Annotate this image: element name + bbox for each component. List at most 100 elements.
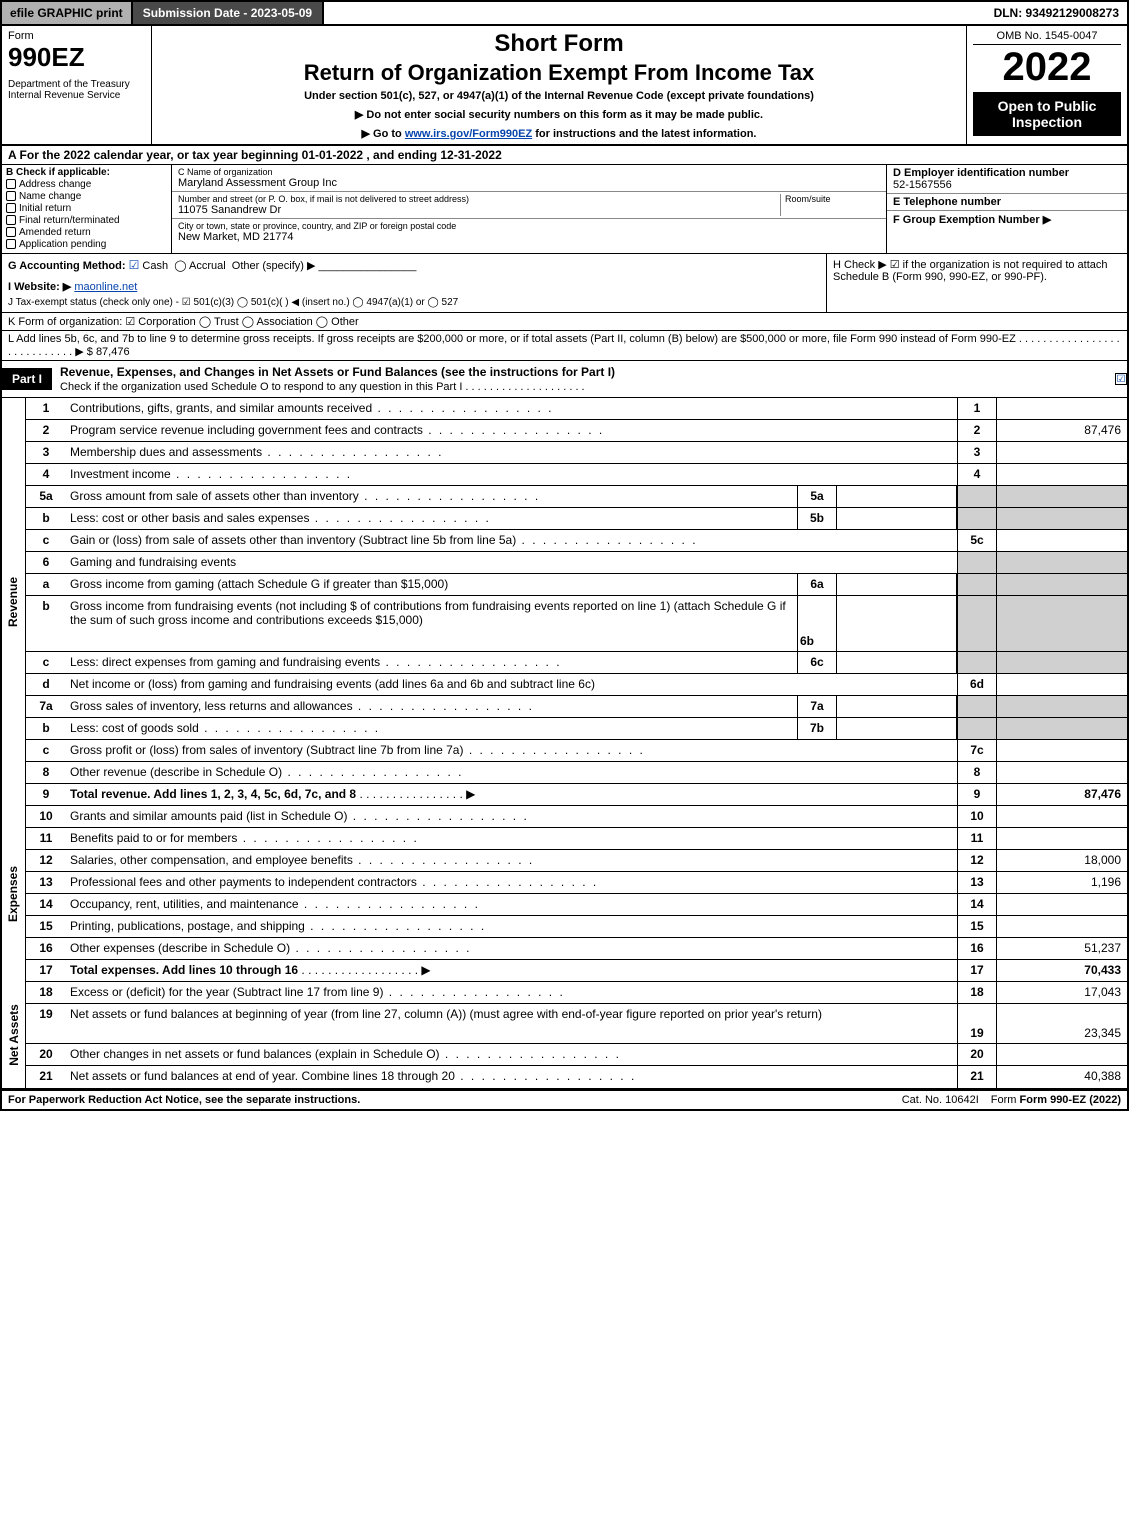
row-13-desc: Professional fees and other payments to …: [66, 872, 957, 893]
row-4-desc: Investment income: [66, 464, 957, 485]
row-19: 19 Net assets or fund balances at beginn…: [26, 1004, 1127, 1044]
row-18-val: 17,043: [997, 982, 1127, 1003]
dept-label: Department of the Treasury Internal Reve…: [8, 79, 145, 101]
row-13-val: 1,196: [997, 872, 1127, 893]
short-form-title: Short Form: [158, 30, 960, 58]
form-number: 990EZ: [8, 42, 145, 73]
accrual-label: Accrual: [189, 260, 226, 272]
part1-check[interactable]: ☑: [1115, 373, 1127, 385]
dln-label: DLN: 93492129008273: [986, 2, 1127, 24]
row-5c-val: [997, 530, 1127, 551]
row-12-val: 18,000: [997, 850, 1127, 871]
row-8-desc: Other revenue (describe in Schedule O): [66, 762, 957, 783]
chk-final-return[interactable]: Final return/terminated: [6, 215, 167, 226]
cash-label: Cash: [142, 260, 168, 272]
row-11-val: [997, 828, 1127, 849]
netassets-vlabel: Net Assets: [2, 982, 26, 1088]
header-center: Short Form Return of Organization Exempt…: [152, 26, 967, 144]
instr2-post: for instructions and the latest informat…: [532, 128, 756, 140]
row-18: 18 Excess or (deficit) for the year (Sub…: [26, 982, 1127, 1004]
chk-address-change[interactable]: Address change: [6, 179, 167, 190]
row-20: 20 Other changes in net assets or fund b…: [26, 1044, 1127, 1066]
open-public-badge: Open to Public Inspection: [973, 92, 1121, 136]
row-6d-val: [997, 674, 1127, 695]
row-19-val: 23,345: [997, 1004, 1127, 1043]
row-9: 9 Total revenue. Add lines 1, 2, 3, 4, 5…: [26, 784, 1127, 806]
chk-name-change[interactable]: Name change: [6, 191, 167, 202]
row-4-val: [997, 464, 1127, 485]
row-4: 4 Investment income 4: [26, 464, 1127, 486]
part1-badge: Part I: [2, 368, 52, 390]
website-link[interactable]: maonline.net: [74, 281, 137, 293]
row-16: 16 Other expenses (describe in Schedule …: [26, 938, 1127, 960]
efile-label[interactable]: efile GRAPHIC print: [2, 2, 133, 24]
return-title: Return of Organization Exempt From Incom…: [158, 60, 960, 86]
website-label: I Website: ▶: [8, 281, 71, 293]
cash-checkbox[interactable]: [129, 260, 140, 272]
row-6-desc: Gaming and fundraising events: [66, 552, 957, 573]
row-14-val: [997, 894, 1127, 915]
row-10-desc: Grants and similar amounts paid (list in…: [66, 806, 957, 827]
row-8-val: [997, 762, 1127, 783]
row-6a: a Gross income from gaming (attach Sched…: [26, 574, 1127, 596]
tax-status: J Tax-exempt status (check only one) - ☑…: [8, 297, 820, 308]
irs-link[interactable]: www.irs.gov/Form990EZ: [405, 128, 532, 140]
row-6c-desc: Less: direct expenses from gaming and fu…: [66, 652, 797, 673]
row-10: 10 Grants and similar amounts paid (list…: [26, 806, 1127, 828]
instr2-pre: ▶ Go to: [362, 128, 405, 140]
addr-label: Number and street (or P. O. box, if mail…: [178, 194, 780, 204]
under-section: Under section 501(c), 527, or 4947(a)(1)…: [158, 90, 960, 102]
row-7c: c Gross profit or (loss) from sales of i…: [26, 740, 1127, 762]
row-21: 21 Net assets or fund balances at end of…: [26, 1066, 1127, 1088]
row-gh: G Accounting Method: Cash ◯ Accrual Othe…: [0, 254, 1129, 313]
submission-date: Submission Date - 2023-05-09: [133, 2, 324, 24]
row-18-desc: Excess or (deficit) for the year (Subtra…: [66, 982, 957, 1003]
org-address: 11075 Sanandrew Dr: [178, 204, 780, 216]
row-5c: c Gain or (loss) from sale of assets oth…: [26, 530, 1127, 552]
org-name-label: C Name of organization: [178, 167, 880, 177]
row-5b: b Less: cost or other basis and sales ex…: [26, 508, 1127, 530]
chk-initial-return[interactable]: Initial return: [6, 203, 167, 214]
row-17: 17 Total expenses. Add lines 10 through …: [26, 960, 1127, 982]
section-c: C Name of organization Maryland Assessme…: [172, 165, 887, 253]
row-11: 11 Benefits paid to or for members 11: [26, 828, 1127, 850]
ein-value: 52-1567556: [893, 179, 1121, 191]
row-6b: b Gross income from fundraising events (…: [26, 596, 1127, 652]
footer-center: Cat. No. 10642I: [896, 1091, 985, 1109]
other-label: Other (specify) ▶: [232, 260, 316, 272]
form-header: Form 990EZ Department of the Treasury In…: [0, 26, 1129, 146]
row-1-val: [997, 398, 1127, 419]
row-6b-desc: Gross income from fundraising events (no…: [66, 596, 797, 651]
row-6: 6 Gaming and fundraising events: [26, 552, 1127, 574]
top-bar: efile GRAPHIC print Submission Date - 20…: [0, 0, 1129, 26]
header-right: OMB No. 1545-0047 2022 Open to Public In…: [967, 26, 1127, 144]
section-l: L Add lines 5b, 6c, and 7b to line 9 to …: [0, 331, 1129, 361]
row-12-desc: Salaries, other compensation, and employ…: [66, 850, 957, 871]
part1-sub: Check if the organization used Schedule …: [60, 381, 585, 393]
section-def: D Employer identification number 52-1567…: [887, 165, 1127, 253]
tax-year: 2022: [973, 45, 1121, 90]
expenses-section: Expenses 10 Grants and similar amounts p…: [0, 806, 1129, 982]
section-a-text: A For the 2022 calendar year, or tax yea…: [8, 148, 502, 162]
row-3-val: [997, 442, 1127, 463]
group-label: F Group Exemption Number ▶: [893, 213, 1121, 226]
footer-right: Form Form 990-EZ (2022): [985, 1091, 1127, 1109]
section-l-amount: 87,476: [96, 346, 130, 358]
row-5c-desc: Gain or (loss) from sale of assets other…: [66, 530, 957, 551]
row-14-desc: Occupancy, rent, utilities, and maintena…: [66, 894, 957, 915]
row-6c: c Less: direct expenses from gaming and …: [26, 652, 1127, 674]
row-6d: d Net income or (loss) from gaming and f…: [26, 674, 1127, 696]
chk-application-pending[interactable]: Application pending: [6, 239, 167, 250]
footer-left: For Paperwork Reduction Act Notice, see …: [2, 1091, 896, 1109]
row-3-desc: Membership dues and assessments: [66, 442, 957, 463]
row-19-desc: Net assets or fund balances at beginning…: [66, 1004, 957, 1043]
section-a: A For the 2022 calendar year, or tax yea…: [0, 146, 1129, 165]
org-city: New Market, MD 21774: [178, 231, 880, 243]
row-5a: 5a Gross amount from sale of assets othe…: [26, 486, 1127, 508]
row-21-desc: Net assets or fund balances at end of ye…: [66, 1066, 957, 1088]
row-2-val: 87,476: [997, 420, 1127, 441]
row-2: 2 Program service revenue including gove…: [26, 420, 1127, 442]
row-15: 15 Printing, publications, postage, and …: [26, 916, 1127, 938]
chk-amended-return[interactable]: Amended return: [6, 227, 167, 238]
section-b-title: B Check if applicable:: [6, 167, 167, 178]
